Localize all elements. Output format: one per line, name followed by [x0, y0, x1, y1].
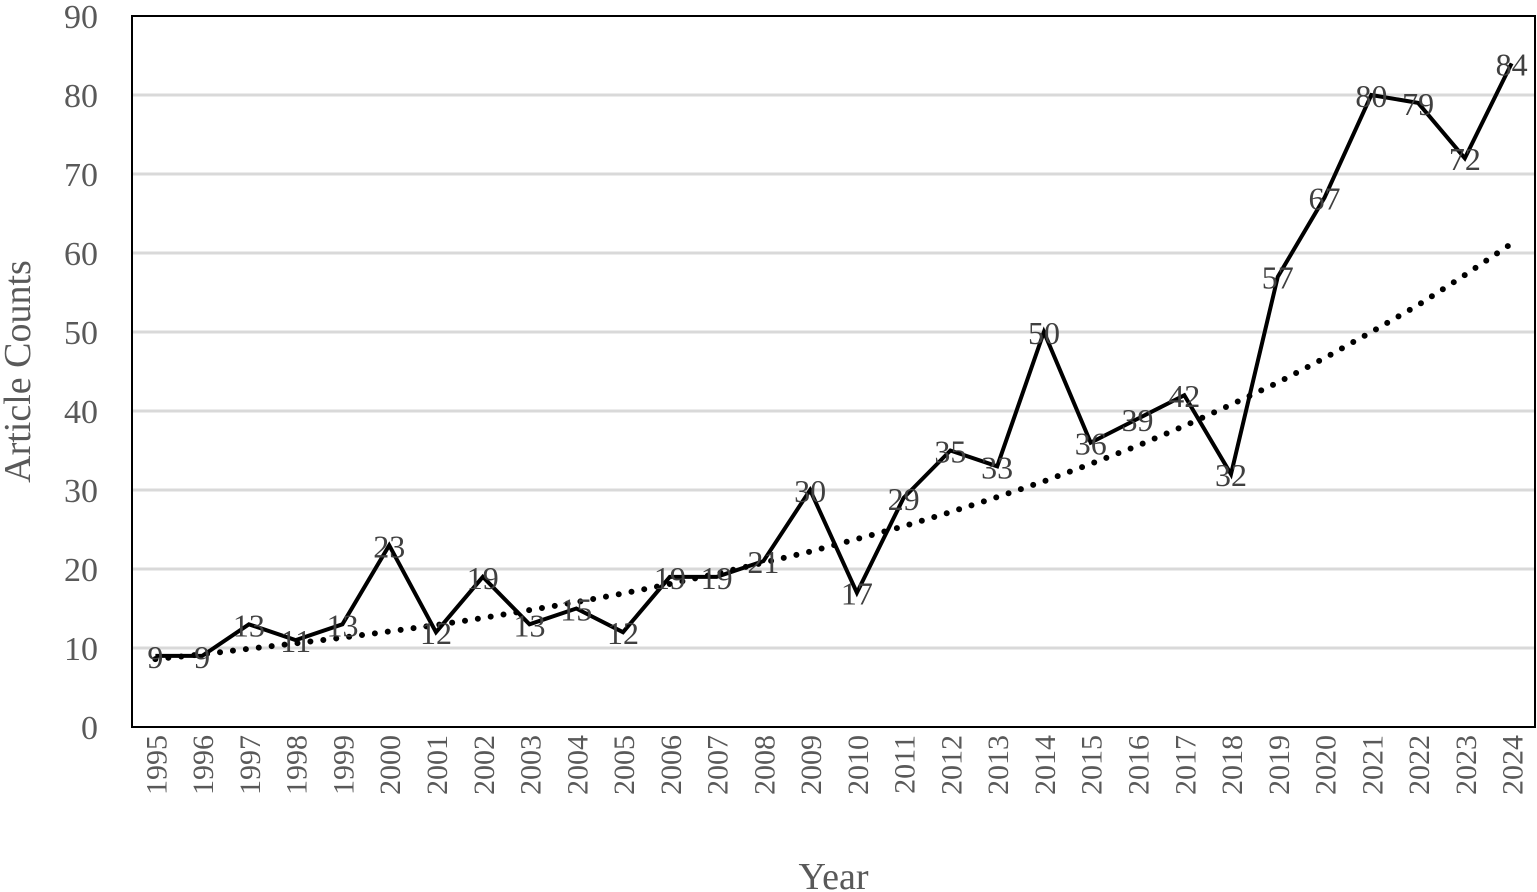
data-label: 50 [1028, 315, 1060, 351]
x-tick-label: 2023 [1450, 735, 1483, 795]
data-label: 19 [654, 560, 686, 596]
x-tick-label: 2017 [1169, 735, 1202, 795]
x-tick-label: 2000 [374, 735, 407, 795]
x-tick-label: 1995 [140, 735, 173, 795]
data-label: 39 [1121, 402, 1153, 438]
x-tick-label: 2014 [1029, 735, 1062, 795]
data-label: 13 [233, 607, 265, 643]
article-count-series [155, 62, 1514, 658]
x-tick-label: 2003 [515, 735, 548, 795]
data-label: 67 [1309, 181, 1341, 217]
y-tick-label: 70 [64, 157, 98, 194]
data-label: 79 [1402, 86, 1434, 122]
data-label: 42 [1168, 378, 1200, 414]
data-label: 12 [420, 615, 452, 651]
data-label: 13 [514, 607, 546, 643]
x-tick-label: 2018 [1216, 735, 1249, 795]
y-tick-label: 40 [64, 394, 98, 431]
data-label: 29 [888, 481, 920, 517]
data-label: 72 [1449, 141, 1481, 177]
data-label: 84 [1496, 46, 1528, 82]
data-label: 80 [1355, 78, 1387, 114]
x-tick-label: 1997 [234, 735, 267, 795]
y-tick-label: 60 [64, 236, 98, 273]
x-tick-label: 2013 [982, 735, 1015, 795]
y-tick-label: 80 [64, 78, 98, 115]
data-label: 13 [326, 607, 358, 643]
x-tick-label: 2021 [1356, 735, 1389, 795]
data-label: 11 [280, 623, 311, 659]
data-label: 23 [373, 528, 405, 564]
x-tick-label: 2020 [1310, 735, 1343, 795]
data-label: 9 [147, 639, 163, 675]
y-tick-label: 90 [64, 0, 98, 36]
data-label: 35 [934, 434, 966, 470]
plot-frame [131, 15, 1536, 728]
data-label: 15 [560, 592, 592, 628]
data-label: 17 [841, 576, 873, 612]
data-label: 19 [701, 560, 733, 596]
x-tick-label: 2004 [561, 735, 594, 795]
data-label: 21 [747, 544, 779, 580]
y-tick-label: 30 [64, 473, 98, 510]
data-label: 12 [607, 615, 639, 651]
y-tick-label: 0 [81, 710, 98, 747]
y-tick-label: 20 [64, 552, 98, 589]
x-tick-label: 2024 [1497, 735, 1530, 795]
x-tick-label: 2019 [1263, 735, 1296, 795]
x-tick-label: 2016 [1122, 735, 1155, 795]
x-tick-label: 2005 [608, 735, 641, 795]
series-lines [152, 62, 1515, 663]
x-tick-label: 2015 [1076, 735, 1109, 795]
x-tick-label: 2007 [702, 735, 735, 795]
x-tick-label: 2008 [748, 735, 781, 795]
y-axis-title: Article Counts [0, 260, 39, 483]
gridlines [132, 93, 1535, 650]
x-tick-label: 2022 [1403, 735, 1436, 795]
data-label: 19 [467, 560, 499, 596]
x-axis-ticks: 1995 1996 1997 1998 1999 2000 2001 2002 2003 2004… [140, 735, 1529, 795]
trendline-series [152, 240, 1515, 663]
x-tick-label: 2011 [889, 735, 922, 794]
data-label: 9 [194, 639, 210, 675]
x-tick-label: 2001 [421, 735, 454, 795]
data-label: 36 [1075, 426, 1107, 462]
x-tick-label: 1998 [281, 735, 314, 795]
x-tick-label: 2012 [935, 735, 968, 795]
x-tick-label: 1996 [187, 735, 220, 795]
x-tick-label: 1999 [327, 735, 360, 795]
data-label: 57 [1262, 260, 1294, 296]
x-tick-label: 2009 [795, 735, 828, 795]
data-labels: 9 9 13 11 13 23 12 19 13 15 12 19 19 21 30 17 29 35 33 50 36… [147, 46, 1527, 675]
data-label: 30 [794, 473, 826, 509]
y-axis-ticks: 0 10 20 30 40 50 60 70 80 90 [64, 0, 98, 747]
x-axis-title: Year [798, 856, 868, 892]
data-label: 32 [1215, 457, 1247, 493]
y-tick-label: 10 [64, 631, 98, 668]
x-tick-label: 2006 [655, 735, 688, 795]
data-label: 33 [981, 449, 1013, 485]
x-tick-label: 2002 [468, 735, 501, 795]
y-tick-label: 50 [64, 315, 98, 352]
x-tick-label: 2010 [842, 735, 875, 795]
